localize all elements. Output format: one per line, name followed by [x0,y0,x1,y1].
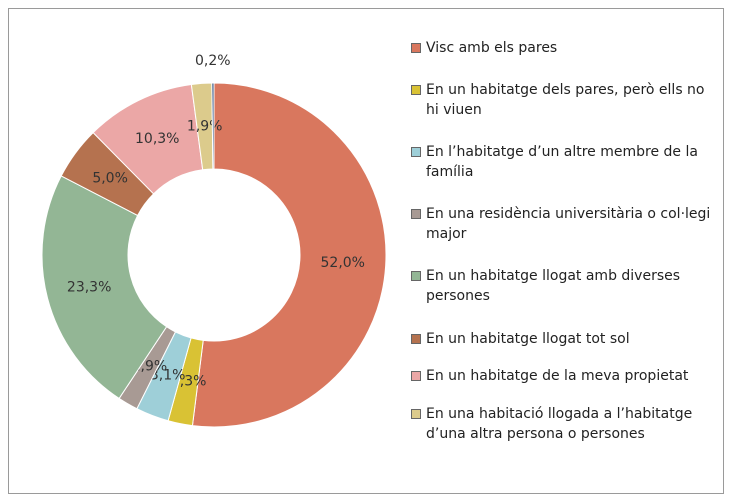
legend-item: En un habitatge llogat amb diverses pers… [411,266,711,306]
legend-label: Visc amb els pares [426,40,558,56]
legend-item: En una habitació llogada a l’habitatge d… [411,404,711,444]
legend-swatch [411,147,421,157]
data-label: 0,2% [195,53,231,69]
legend-item: En un habitatge de la meva propietat [411,366,711,386]
legend-label: En un habitatge llogat amb diverses pers… [426,268,681,304]
legend-swatch [411,371,421,381]
legend-item: En l’habitatge d’un altre membre de la f… [411,142,711,182]
legend-swatch [411,85,421,95]
legend-label: En un habitatge de la meva propietat [426,368,689,384]
legend-swatch [411,409,421,419]
donut-segment [191,82,387,428]
data-label: 10,3% [135,131,179,147]
legend-item: En un habitatge llogat tot sol [411,329,711,349]
legend-label: En un habitatge dels pares, però ells no… [426,82,705,118]
donut-segment [211,82,215,170]
data-label: 1,9% [187,118,223,134]
donut-segment [41,175,168,400]
legend-item: Visc amb els pares [411,38,711,58]
data-label: 23,3% [67,279,111,295]
legend-label: En un habitatge llogat tot sol [426,331,630,347]
legend-item: En una residència universitària o col·le… [411,204,711,244]
frame [8,8,724,494]
data-label: 5,0% [92,171,128,187]
legend-swatch [411,271,421,281]
legend-label: En una residència universitària o col·le… [426,206,711,242]
data-label: 52,0% [321,255,365,271]
legend-swatch [411,43,421,53]
legend-swatch [411,334,421,344]
data-label: 3,1% [150,367,186,383]
legend-swatch [411,209,421,219]
legend-label: En l’habitatge d’un altre membre de la f… [426,144,698,180]
legend-item: En un habitatge dels pares, però ells no… [411,80,711,120]
legend-label: En una habitació llogada a l’habitatge d… [426,406,693,442]
